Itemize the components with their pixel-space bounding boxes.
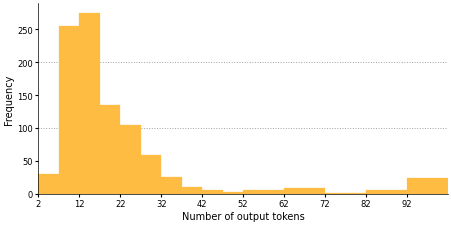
- Bar: [161, 177, 181, 194]
- X-axis label: Number of output tokens: Number of output tokens: [181, 211, 304, 221]
- Bar: [140, 156, 161, 194]
- Bar: [181, 187, 202, 194]
- Bar: [120, 125, 140, 194]
- Bar: [100, 106, 120, 194]
- Bar: [365, 190, 406, 194]
- Bar: [324, 193, 365, 194]
- Bar: [79, 14, 100, 194]
- Y-axis label: Frequency: Frequency: [4, 74, 14, 124]
- Bar: [202, 190, 222, 194]
- Bar: [243, 190, 283, 194]
- Bar: [283, 188, 324, 194]
- Bar: [406, 179, 447, 194]
- Bar: [59, 27, 79, 194]
- Bar: [222, 192, 243, 194]
- Bar: [38, 174, 59, 194]
